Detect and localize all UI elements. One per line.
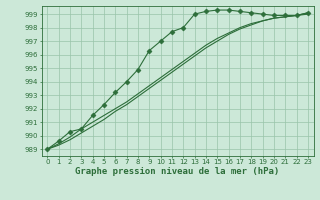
X-axis label: Graphe pression niveau de la mer (hPa): Graphe pression niveau de la mer (hPa) [76,167,280,176]
